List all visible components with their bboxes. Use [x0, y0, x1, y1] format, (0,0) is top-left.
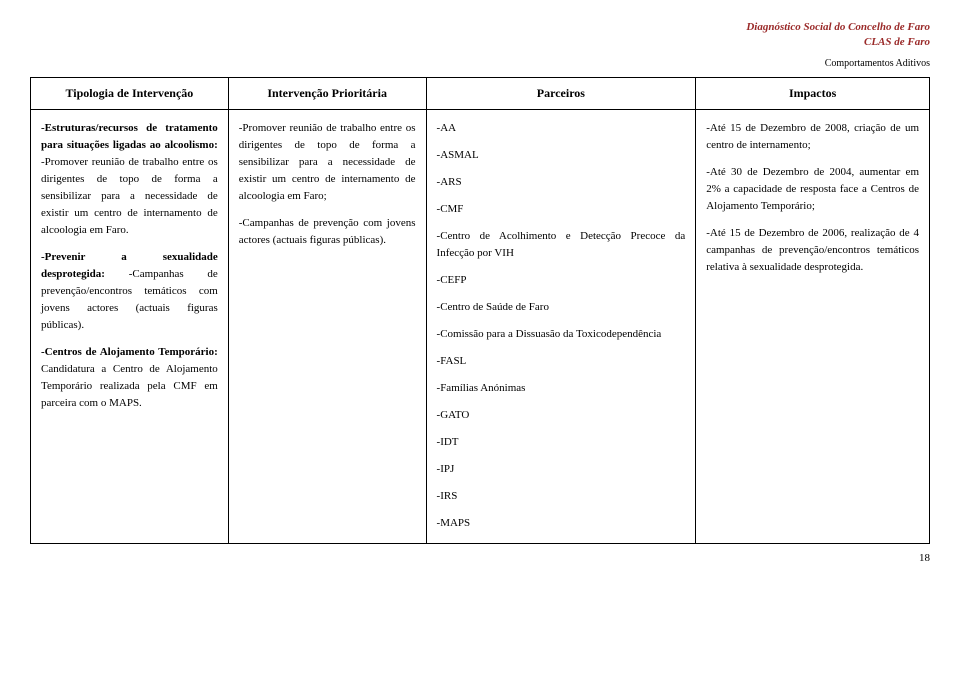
impacto-text-3: -Até 15 de Dezembro de 2006, realização … — [706, 225, 919, 276]
page-number: 18 — [30, 552, 930, 564]
cell-parceiros: -AA -ASMAL -ARS -CMF -Centro de Acolhime… — [426, 109, 696, 543]
parceiro-item: -IRS — [437, 488, 686, 505]
parceiro-item: -Comissão para a Dissuasão da Toxicodepe… — [437, 326, 686, 343]
col-header-intervencao: Intervenção Prioritária — [228, 77, 426, 109]
col-header-impactos: Impactos — [696, 77, 930, 109]
parceiro-item: -Centro de Acolhimento e Detecção Precoc… — [437, 228, 686, 262]
cell-impactos: -Até 15 de Dezembro de 2008, criação de … — [696, 109, 930, 543]
parceiro-item: -MAPS — [437, 515, 686, 532]
intervencao-text-1: -Promover reunião de trabalho entre os d… — [239, 120, 416, 205]
parceiro-item: -Famílias Anónimas — [437, 380, 686, 397]
intervencao-text-2: -Campanhas de prevenção com jovens actor… — [239, 215, 416, 249]
impacto-text-1: -Até 15 de Dezembro de 2008, criação de … — [706, 120, 919, 154]
tipologia-heading-1: -Estruturas/recursos de tratamento para … — [41, 122, 218, 151]
page-header: Diagnóstico Social do Concelho de Faro C… — [30, 20, 930, 71]
tipologia-text-3: Candidatura a Centro de Alojamento Tempo… — [41, 363, 218, 409]
parceiro-item: -GATO — [437, 407, 686, 424]
parceiro-item: -CEFP — [437, 272, 686, 289]
cell-tipologia: -Estruturas/recursos de tratamento para … — [31, 109, 229, 543]
header-title-1: Diagnóstico Social do Concelho de Faro — [30, 20, 930, 35]
tipologia-heading-3: -Centros de Alojamento Temporário: — [41, 346, 218, 358]
tipologia-block-3: -Centros de Alojamento Temporário: Candi… — [41, 344, 218, 412]
tipologia-text-1: -Promover reunião de trabalho entre os d… — [41, 156, 218, 236]
parceiro-item: -FASL — [437, 353, 686, 370]
parceiro-item: -AA — [437, 120, 686, 137]
col-header-parceiros: Parceiros — [426, 77, 696, 109]
parceiro-item: -ASMAL — [437, 147, 686, 164]
header-title-2: CLAS de Faro — [30, 35, 930, 50]
parceiro-item: -CMF — [437, 201, 686, 218]
tipologia-block-2: -Prevenir a sexualidade desprotegida: -C… — [41, 249, 218, 334]
col-header-tipologia: Tipologia de Intervenção — [31, 77, 229, 109]
header-subtitle: Comportamentos Aditivos — [30, 57, 930, 71]
impacto-text-2: -Até 30 de Dezembro de 2004, aumentar em… — [706, 164, 919, 215]
cell-intervencao: -Promover reunião de trabalho entre os d… — [228, 109, 426, 543]
table-row: -Estruturas/recursos de tratamento para … — [31, 109, 930, 543]
tipologia-block-1: -Estruturas/recursos de tratamento para … — [41, 120, 218, 239]
intervention-table: Tipologia de Intervenção Intervenção Pri… — [30, 77, 930, 544]
parceiro-item: -ARS — [437, 174, 686, 191]
parceiro-item: -IDT — [437, 434, 686, 451]
table-header-row: Tipologia de Intervenção Intervenção Pri… — [31, 77, 930, 109]
parceiro-item: -Centro de Saúde de Faro — [437, 299, 686, 316]
parceiro-item: -IPJ — [437, 461, 686, 478]
